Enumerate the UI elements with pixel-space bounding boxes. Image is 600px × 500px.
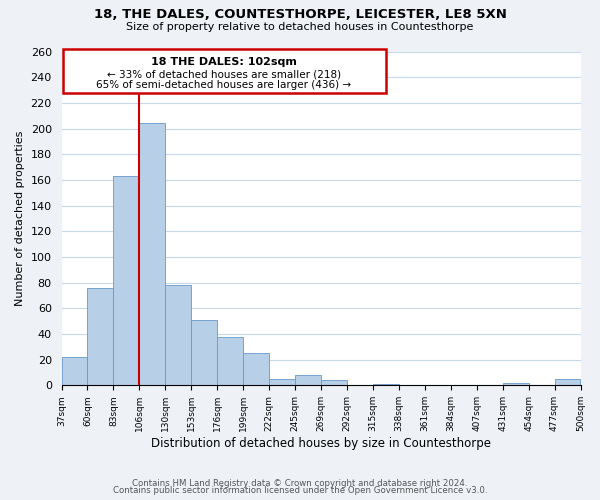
Bar <box>217 336 243 386</box>
Bar <box>321 380 347 386</box>
Text: 18 THE DALES: 102sqm: 18 THE DALES: 102sqm <box>151 57 296 67</box>
Y-axis label: Number of detached properties: Number of detached properties <box>15 130 25 306</box>
Bar <box>554 379 580 386</box>
Text: Contains HM Land Registry data © Crown copyright and database right 2024.: Contains HM Land Registry data © Crown c… <box>132 478 468 488</box>
Bar <box>88 288 113 386</box>
Bar <box>373 384 399 386</box>
Text: 65% of semi-detached houses are larger (436) →: 65% of semi-detached houses are larger (… <box>96 80 351 90</box>
Bar <box>113 176 139 386</box>
Bar <box>166 285 191 386</box>
Bar <box>191 320 217 386</box>
X-axis label: Distribution of detached houses by size in Countesthorpe: Distribution of detached houses by size … <box>151 437 491 450</box>
Bar <box>269 379 295 386</box>
Text: Size of property relative to detached houses in Countesthorpe: Size of property relative to detached ho… <box>127 22 473 32</box>
Text: Contains public sector information licensed under the Open Government Licence v3: Contains public sector information licen… <box>113 486 487 495</box>
Bar <box>503 383 529 386</box>
Text: 18, THE DALES, COUNTESTHORPE, LEICESTER, LE8 5XN: 18, THE DALES, COUNTESTHORPE, LEICESTER,… <box>94 8 506 20</box>
Bar <box>62 357 88 386</box>
Bar <box>243 353 269 386</box>
FancyBboxPatch shape <box>63 49 386 92</box>
Bar <box>139 124 166 386</box>
Bar <box>295 375 321 386</box>
Text: ← 33% of detached houses are smaller (218): ← 33% of detached houses are smaller (21… <box>107 70 341 80</box>
